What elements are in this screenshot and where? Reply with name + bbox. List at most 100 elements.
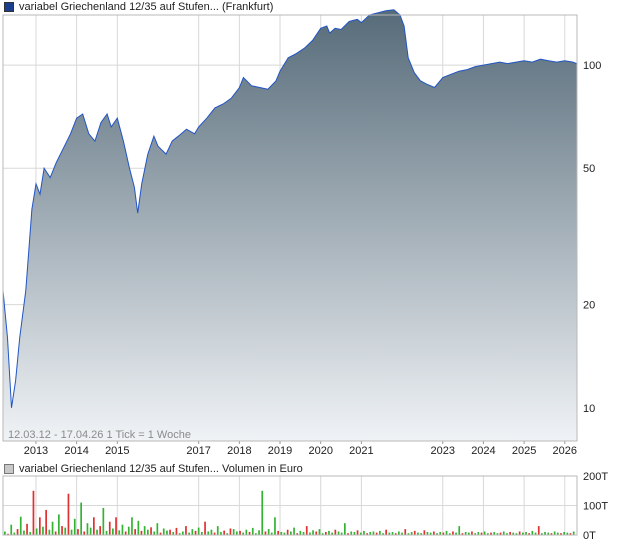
volume-bar	[137, 520, 140, 535]
volume-bar	[70, 529, 73, 535]
volume-bar	[496, 533, 499, 535]
volume-bar	[515, 533, 518, 535]
volume-bar	[10, 524, 13, 535]
volume-bar	[359, 532, 362, 535]
volume-label: variabel Griechenland 12/35 auf Stufen..…	[19, 463, 303, 475]
volume-bar	[48, 529, 51, 535]
volume-bar	[350, 531, 353, 535]
volume-bar	[344, 523, 346, 535]
price-x-tick-label: 2014	[64, 445, 88, 457]
volume-bar	[512, 532, 515, 535]
volume-bars	[4, 490, 575, 536]
volume-bar	[67, 493, 70, 535]
volume-bar	[112, 528, 114, 535]
volume-bar	[73, 518, 76, 535]
volume-bar	[318, 529, 321, 535]
volume-bar	[124, 531, 127, 535]
volume-bar	[156, 523, 159, 535]
volume-bar	[83, 531, 86, 535]
volume-swatch	[4, 464, 14, 474]
price-x-tick-label: 2026	[553, 445, 577, 457]
volume-bar	[140, 530, 143, 535]
volume-bar	[391, 532, 394, 535]
volume-bar	[474, 533, 476, 535]
volume-bar	[134, 529, 136, 535]
volume-bar	[270, 532, 273, 535]
volume-bar	[185, 526, 187, 535]
volume-bar	[493, 532, 496, 535]
volume-bar	[572, 531, 575, 535]
series-label: variabel Griechenland 12/35 auf Stufen..…	[19, 1, 274, 13]
volume-bar	[410, 532, 413, 535]
volume-bar	[286, 529, 289, 535]
volume-bar	[226, 533, 229, 535]
volume-bar	[93, 517, 95, 535]
volume-bar	[398, 531, 400, 535]
volume-bar	[283, 532, 286, 535]
volume-bar	[468, 532, 470, 535]
volume-bar	[433, 531, 435, 535]
volume-bar	[96, 529, 98, 535]
volume-bar	[337, 531, 340, 535]
volume-bar	[499, 532, 502, 535]
volume-bar	[229, 528, 232, 535]
volume-bar	[108, 521, 111, 535]
volume-bar	[191, 529, 194, 535]
volume-bar	[458, 526, 461, 535]
volume-bar	[80, 502, 82, 535]
volume-bar	[502, 531, 505, 535]
volume-bar	[452, 531, 454, 535]
volume-bar	[420, 533, 422, 535]
volume-bar	[328, 530, 330, 535]
price-y-tick-label: 50	[583, 163, 595, 175]
volume-bar	[369, 532, 372, 535]
price-x-tick-label: 2015	[105, 445, 129, 457]
volume-bar	[455, 532, 457, 535]
volume-bar	[39, 517, 41, 535]
volume-bar	[51, 521, 54, 535]
volume-bar	[379, 530, 381, 535]
volume-bar	[26, 523, 28, 535]
volume-bar	[429, 532, 432, 535]
volume-bar	[77, 529, 79, 535]
volume-bar	[121, 524, 124, 535]
volume-bar	[277, 530, 279, 535]
volume-bar	[255, 533, 257, 535]
volume-bar	[178, 533, 181, 535]
volume-bar	[89, 527, 92, 535]
volume-legend: variabel Griechenland 12/35 auf Stufen..…	[4, 462, 303, 476]
volume-bar	[102, 507, 105, 535]
volume-bar	[274, 517, 276, 535]
volume-y-tick-label: 200T	[583, 471, 608, 483]
volume-bar	[153, 531, 156, 535]
volume-bar	[299, 530, 302, 535]
price-x-tick-label: 2018	[227, 445, 251, 457]
volume-y-tick-label: 100T	[583, 501, 608, 513]
volume-y-tick-label: 0T	[583, 530, 596, 542]
volume-bar	[534, 532, 537, 535]
volume-bar	[210, 529, 213, 535]
volume-bar	[347, 533, 349, 535]
volume-bar	[188, 532, 190, 535]
volume-bar	[172, 532, 175, 535]
volume-bar	[445, 530, 448, 535]
price-plot-frame	[2, 14, 578, 442]
price-line	[2, 9, 577, 408]
volume-bar	[115, 517, 117, 535]
volume-bar	[560, 533, 562, 535]
volume-bar	[417, 532, 419, 535]
volume-bar	[541, 533, 543, 535]
price-x-tick-label: 2025	[512, 445, 536, 457]
volume-bar	[162, 528, 165, 535]
volume-bar	[553, 531, 556, 535]
price-x-tick-label: 2019	[268, 445, 292, 457]
volume-bar	[388, 532, 391, 535]
volume-bar	[232, 529, 235, 535]
volume-bar	[407, 533, 410, 535]
volume-bar	[331, 532, 333, 535]
price-x-axis: 2013 2014 2015 2017 2018 2019 2020 2021 2023 2024…	[24, 441, 577, 457]
volume-bar	[302, 532, 305, 535]
volume-bar	[42, 526, 44, 535]
volume-bar	[382, 533, 384, 535]
volume-bar	[35, 528, 38, 535]
